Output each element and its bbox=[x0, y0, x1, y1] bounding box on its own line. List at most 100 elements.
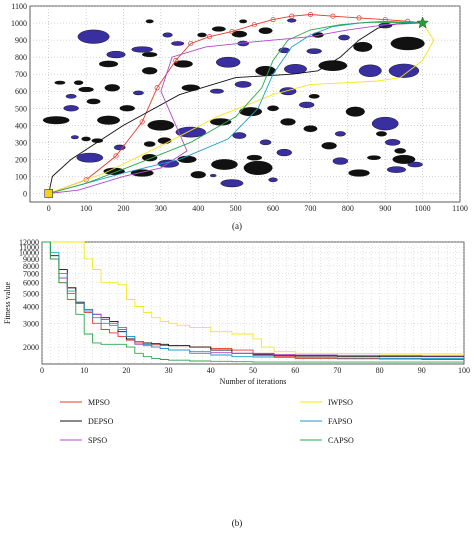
obstacle bbox=[299, 101, 315, 108]
y-tick-label: 500 bbox=[15, 104, 27, 113]
series-capso bbox=[42, 241, 464, 363]
obstacle bbox=[321, 142, 337, 150]
x-tick-label: 40 bbox=[207, 366, 215, 375]
obstacle bbox=[239, 19, 248, 24]
obstacle bbox=[211, 159, 238, 170]
obstacle bbox=[190, 171, 206, 179]
obstacle bbox=[338, 34, 350, 41]
obstacle bbox=[63, 105, 79, 112]
path-spso bbox=[48, 22, 423, 194]
x-tick-label: 700 bbox=[304, 204, 316, 213]
x-tick-label: 0 bbox=[47, 204, 51, 213]
goal-marker bbox=[416, 16, 429, 29]
obstacle bbox=[132, 90, 144, 96]
obstacle bbox=[131, 46, 153, 53]
obstacle bbox=[353, 41, 373, 52]
obstacle bbox=[234, 81, 252, 88]
legend-label: SPSO bbox=[88, 436, 107, 445]
obstacle bbox=[76, 152, 104, 163]
y-tick-label: 9000 bbox=[23, 255, 39, 264]
obstacle bbox=[173, 60, 193, 68]
path-marker bbox=[83, 177, 89, 183]
obstacle bbox=[276, 148, 292, 157]
obstacle bbox=[210, 174, 217, 178]
obstacle bbox=[306, 48, 322, 54]
obstacle bbox=[157, 159, 180, 168]
x-tick-label: 70 bbox=[333, 366, 341, 375]
obstacle bbox=[181, 84, 200, 92]
y-tick-label: 100 bbox=[15, 172, 27, 181]
obstacle bbox=[371, 116, 399, 131]
obstacle bbox=[376, 131, 387, 137]
x-tick-label: 90 bbox=[418, 366, 426, 375]
legend-label: FAPSO bbox=[328, 417, 353, 426]
x-tick-label: 1000 bbox=[415, 204, 431, 213]
y-tick-label: 800 bbox=[15, 53, 27, 62]
x-tick-label: 100 bbox=[80, 204, 92, 213]
obstacle bbox=[392, 154, 416, 164]
path-marker bbox=[188, 40, 194, 47]
obstacle bbox=[70, 135, 79, 140]
fitness-chart: 0 10 20 30 40 50 60 70 80 90 100 2000 3000 4000 500060… bbox=[3, 238, 470, 528]
y-tick-label: 10000 bbox=[19, 249, 39, 258]
path-marker bbox=[330, 13, 336, 19]
x-tick-label: 60 bbox=[291, 366, 299, 375]
obstacle bbox=[386, 166, 406, 173]
obstacle bbox=[98, 60, 119, 68]
y-tick-label: 200 bbox=[15, 155, 27, 164]
obstacle bbox=[65, 94, 77, 99]
path-marker bbox=[113, 153, 119, 159]
path-marker bbox=[139, 119, 145, 125]
obstacle bbox=[77, 29, 110, 44]
y-tick-label: 700 bbox=[15, 70, 27, 79]
y-tick-label: 6000 bbox=[23, 279, 39, 288]
obstacle bbox=[162, 32, 173, 38]
x-tick-label: 500 bbox=[230, 204, 242, 213]
obstacle bbox=[171, 41, 185, 46]
obstacle bbox=[385, 139, 401, 146]
obstacle bbox=[220, 179, 244, 188]
obstacle bbox=[211, 26, 226, 32]
obstacle bbox=[243, 160, 273, 175]
y-tick-label: 300 bbox=[15, 138, 27, 147]
obstacle bbox=[97, 115, 120, 125]
y-tick-label: 3000 bbox=[23, 319, 39, 328]
path-iwpso bbox=[48, 22, 435, 194]
x-tick-label: 600 bbox=[267, 204, 279, 213]
legend-label: DEPSO bbox=[88, 417, 114, 426]
obstacle bbox=[210, 118, 232, 126]
x-tick-label: 10 bbox=[80, 366, 88, 375]
path-marker bbox=[173, 57, 179, 64]
obstacle bbox=[345, 106, 365, 117]
x-tick-label: 900 bbox=[379, 204, 391, 213]
obstacle bbox=[348, 169, 370, 177]
obstacle bbox=[232, 132, 247, 139]
obstacle bbox=[332, 157, 349, 165]
y-tick-label: 600 bbox=[15, 87, 27, 96]
obstacle bbox=[157, 137, 172, 144]
obstacle bbox=[267, 105, 279, 112]
obstacle bbox=[106, 50, 126, 59]
obstacle bbox=[318, 60, 348, 71]
x-tick-label: 80 bbox=[376, 366, 384, 375]
obstacle bbox=[268, 177, 278, 183]
path-marker bbox=[229, 29, 235, 35]
path-marker bbox=[154, 85, 160, 91]
y-tick-label: 4000 bbox=[23, 302, 39, 311]
x-tick-label: 100 bbox=[458, 366, 470, 375]
obstacle bbox=[113, 144, 126, 151]
y-tick-label: 5000 bbox=[23, 289, 39, 298]
y-tick-label: 8000 bbox=[23, 262, 39, 271]
x-tick-label: 1100 bbox=[452, 204, 468, 213]
obstacle bbox=[104, 84, 120, 92]
obstacle bbox=[287, 18, 297, 23]
path-marker bbox=[251, 22, 257, 28]
obstacle bbox=[394, 148, 406, 154]
obstacle bbox=[147, 119, 175, 131]
obstacle bbox=[119, 105, 135, 112]
caption-b: (b) bbox=[232, 518, 243, 528]
y-tick-label: 1000 bbox=[11, 19, 27, 28]
path-marker bbox=[356, 15, 362, 21]
obstacle bbox=[54, 80, 66, 85]
obstacle bbox=[407, 161, 423, 168]
